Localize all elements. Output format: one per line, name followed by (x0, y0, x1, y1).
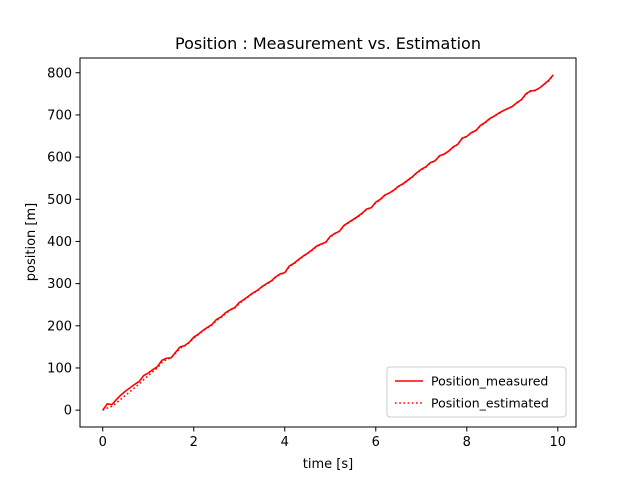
y-tick-label: 200 (47, 319, 72, 334)
y-tick-label: 100 (47, 361, 72, 376)
y-tick-label: 600 (47, 151, 72, 166)
plot-frame (79, 57, 577, 428)
x-tick-label: 10 (550, 435, 567, 450)
legend-label: Position_measured (431, 374, 548, 389)
y-axis-label: position [m] (24, 203, 39, 281)
x-axis-label: time [s] (303, 457, 353, 472)
y-tick-label: 700 (47, 108, 72, 123)
y-tick-label: 800 (47, 66, 72, 81)
y-tick-label: 0 (64, 404, 72, 419)
legend: Position_measured Position_estimated (386, 366, 567, 418)
plot-area (102, 74, 554, 411)
y-tick-label: 500 (47, 193, 72, 208)
x-tick-label: 8 (463, 435, 471, 450)
x-tick-label: 4 (281, 435, 289, 450)
x-axis: 0 2 4 6 8 10 (99, 427, 566, 450)
y-tick-label: 400 (47, 235, 72, 250)
x-tick-label: 6 (372, 435, 380, 450)
x-tick-label: 2 (190, 435, 198, 450)
legend-label: Position_estimated (431, 396, 549, 411)
y-axis: 0 100 200 300 400 500 600 700 800 (47, 66, 80, 419)
y-tick-label: 300 (47, 277, 72, 292)
legend-box (386, 366, 567, 418)
series-line-position-estimated (102, 74, 554, 411)
chart-title: Position : Measurement vs. Estimation (175, 34, 481, 53)
x-tick-label: 0 (99, 435, 107, 450)
